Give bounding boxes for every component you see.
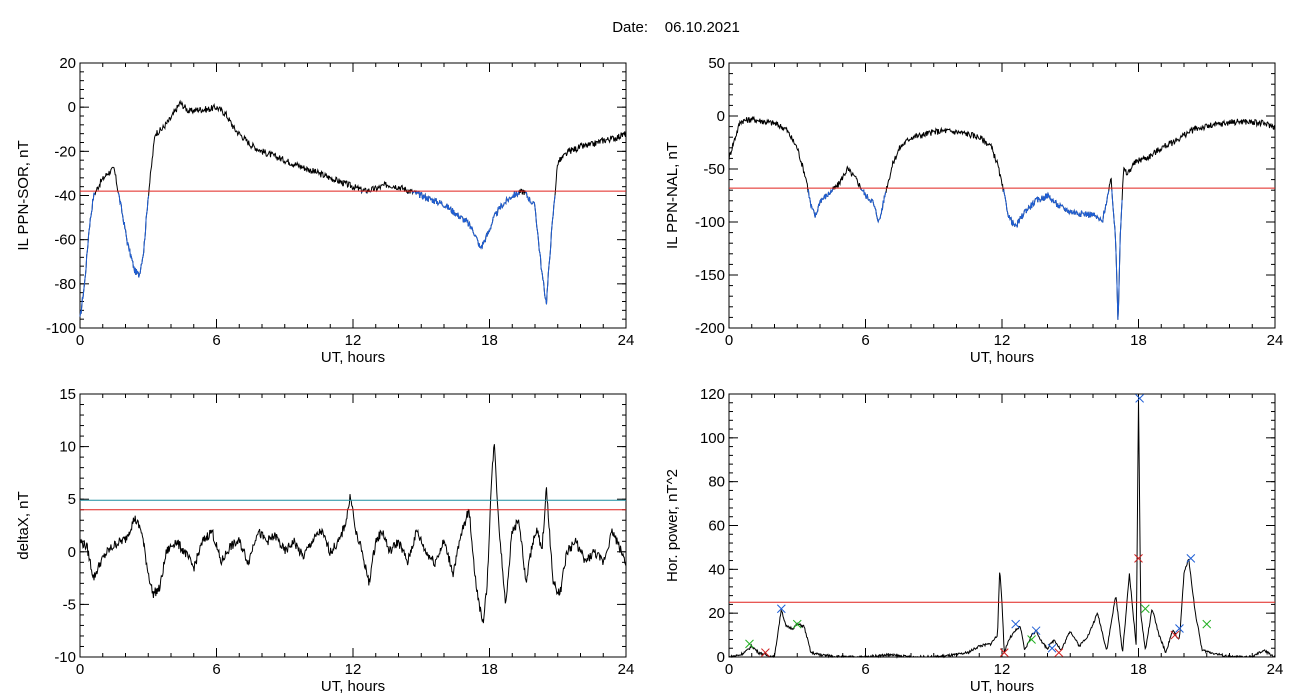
x-tick-label: 0 [76,332,84,349]
peak-marker [1202,619,1212,629]
x-tick-label: 12 [345,332,362,349]
plot-frame [728,62,1276,329]
y-tick-label: 10 [59,439,76,456]
y-tick-label: 15 [59,386,76,403]
y-axis-label: Hor. power, nT^2 [664,469,681,582]
x-tick-label: 6 [212,661,220,678]
y-tick-label: -40 [54,188,76,205]
x-tick-label: 24 [1267,332,1284,349]
x-tick-label: 24 [1267,661,1284,678]
y-tick-label: 120 [700,386,725,403]
x-axis-label: UT, hours [321,678,385,695]
y-tick-label: 0 [717,649,725,666]
y-tick-label: 60 [708,518,725,535]
y-tick-label: -20 [54,143,76,160]
y-tick-label: 20 [708,605,725,622]
y-tick-label: 40 [708,561,725,578]
y-tick-label: 0 [68,99,76,116]
y-tick-label: 0 [68,544,76,561]
y-tick-label: -100 [46,320,76,337]
y-tick-label: -200 [695,320,725,337]
y-tick-label: -50 [703,161,725,178]
x-tick-label: 18 [481,661,498,678]
peak-marker [1027,635,1036,644]
series-trace [728,399,1276,659]
chart-il-ppn-sor: 0 6 12 18 24 -100 -80 -60 -40 -20 0 20 UT, hours IL P… [15,55,634,366]
y-tick-label: -100 [695,214,725,231]
peak-marker [1031,626,1041,636]
y-axis-label: deltaX, nT [15,491,32,559]
chart-deltax: 0 6 12 18 24 -10 -5 0 5 10 15 UT, hours deltaX, nT [15,386,634,695]
x-axis-label: UT, hours [321,349,385,366]
figure-header: Date: 06.10.2021 [0,19,1300,36]
series-below-threshold [79,189,556,317]
peak-marker [1186,554,1196,563]
y-tick-label: -5 [63,596,76,613]
y-axis-label: IL PPN-NAL, nT [664,142,681,249]
peak-marker [745,639,754,649]
peak-marker [761,648,770,657]
peak-marker [776,604,786,614]
y-tick-label: 5 [68,491,76,508]
series-trace [79,444,627,624]
x-tick-label: 0 [76,661,84,678]
plot-frame [728,393,1276,658]
x-tick-label: 0 [725,332,733,349]
x-tick-label: 18 [1130,332,1147,349]
series-trace [728,115,1276,320]
x-tick-label: 6 [212,332,220,349]
y-tick-label: -60 [54,232,76,249]
x-tick-label: 0 [725,661,733,678]
peak-marker [1011,619,1021,629]
peak-marker [1047,643,1057,653]
x-tick-label: 6 [861,661,869,678]
peak-marker [1134,554,1143,563]
x-tick-label: 24 [618,332,635,349]
y-tick-label: 50 [708,55,725,72]
date-value: 06.10.2021 [664,19,740,36]
peak-marker [1135,394,1144,403]
peak-marker [1140,604,1150,614]
peak-marker [792,619,802,629]
peak-marker [999,648,1009,657]
peak-marker [1175,624,1184,633]
y-tick-label: 20 [59,55,76,72]
x-tick-label: 12 [994,332,1011,349]
y-tick-label: 100 [700,430,725,447]
x-tick-label: 12 [994,661,1011,678]
x-axis-label: UT, hours [970,678,1034,695]
peak-marker [1170,630,1180,640]
y-tick-label: -150 [695,267,725,284]
peak-marker [1054,648,1064,657]
x-axis-label: UT, hours [970,349,1034,366]
x-tick-label: 18 [1130,661,1147,678]
y-tick-label: 0 [717,108,725,125]
chart-il-ppn-nal: 0 6 12 18 24 -200 -150 -100 -50 0 50 UT, hours IL PP… [664,55,1283,366]
y-tick-label: 80 [708,474,725,491]
x-tick-label: 6 [861,332,869,349]
x-tick-label: 24 [618,661,635,678]
y-axis-label: IL PPN-SOR, nT [15,140,32,250]
series-below-threshold [807,188,1123,320]
x-tick-label: 12 [345,661,362,678]
date-label: Date: [612,19,649,36]
y-tick-label: -80 [54,276,76,293]
chart-horizontal-power: 0 6 12 18 24 0 20 40 60 80 100 120 UT, hours Hor. pow… [664,386,1283,695]
x-tick-label: 18 [481,332,498,349]
y-tick-label: -10 [54,649,76,666]
